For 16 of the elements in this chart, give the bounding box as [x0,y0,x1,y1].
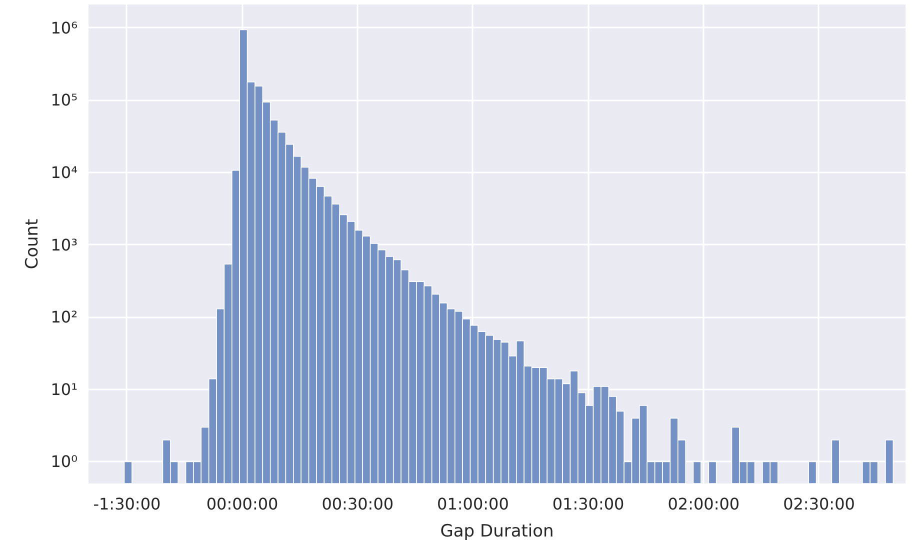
x-tick-label: -1:30:00 [93,494,161,514]
x-tick-label: 02:00:00 [668,494,740,514]
x-tick-label: 00:00:00 [206,494,278,514]
y-tick-label: 10⁶ [50,18,78,38]
y-tick-label: 10¹ [50,380,78,399]
y-tick-label: 10⁵ [50,90,78,110]
y-tick-label: 10² [50,308,78,327]
x-tick-label: 02:30:00 [783,494,855,514]
y-tick-label: 10³ [50,235,78,254]
x-tick-label: 01:30:00 [552,494,624,514]
y-axis-title: Count [22,218,43,270]
x-axis-title: Gap Duration [440,522,554,542]
y-tick-label: 10⁰ [50,452,78,472]
x-tick-label: 00:30:00 [322,494,394,514]
y-tick-label: 10⁴ [50,162,78,182]
x-tick-label: 01:00:00 [437,494,509,514]
